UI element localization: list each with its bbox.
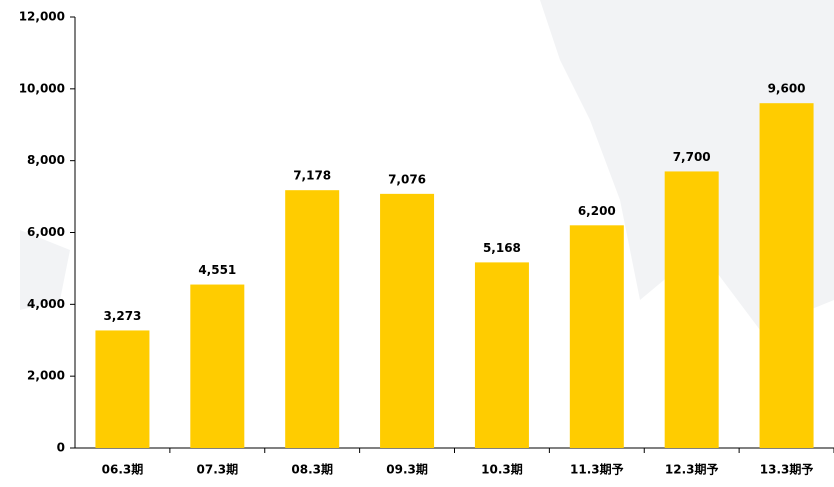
bar: [759, 103, 814, 448]
x-tick-label: 08.3期: [291, 462, 333, 477]
bar: [190, 284, 245, 448]
data-label: 7,700: [673, 150, 711, 164]
background-map: [20, 230, 70, 310]
data-label: 3,273: [103, 309, 141, 323]
y-tick-label: 4,000: [27, 297, 65, 311]
data-label: 9,600: [768, 82, 806, 96]
y-tick-label: 10,000: [19, 81, 65, 95]
x-tick-label: 07.3期: [197, 462, 239, 477]
bar: [664, 171, 719, 449]
y-tick-label: 2,000: [27, 369, 65, 383]
bar: [474, 262, 529, 448]
y-tick-label: 0: [57, 441, 65, 455]
data-label: 6,200: [578, 204, 616, 218]
data-label: 5,168: [483, 241, 521, 255]
bar: [285, 190, 340, 448]
bar: [380, 193, 435, 448]
y-tick-label: 6,000: [27, 225, 65, 239]
x-tick-label: 09.3期: [386, 462, 428, 477]
x-tick-label: 10.3期: [481, 462, 523, 477]
y-tick-label: 12,000: [19, 10, 65, 24]
y-tick-label: 8,000: [27, 153, 65, 167]
bar: [95, 330, 150, 448]
x-tick-label: 06.3期: [102, 462, 144, 477]
x-tick-label: 12.3期予: [665, 462, 719, 477]
data-label: 4,551: [198, 263, 236, 277]
bar: [569, 225, 624, 448]
x-tick-label: 13.3期予: [760, 462, 814, 477]
data-label: 7,076: [388, 172, 426, 186]
x-tick-label: 11.3期予: [570, 462, 624, 477]
data-label: 7,178: [293, 169, 331, 183]
